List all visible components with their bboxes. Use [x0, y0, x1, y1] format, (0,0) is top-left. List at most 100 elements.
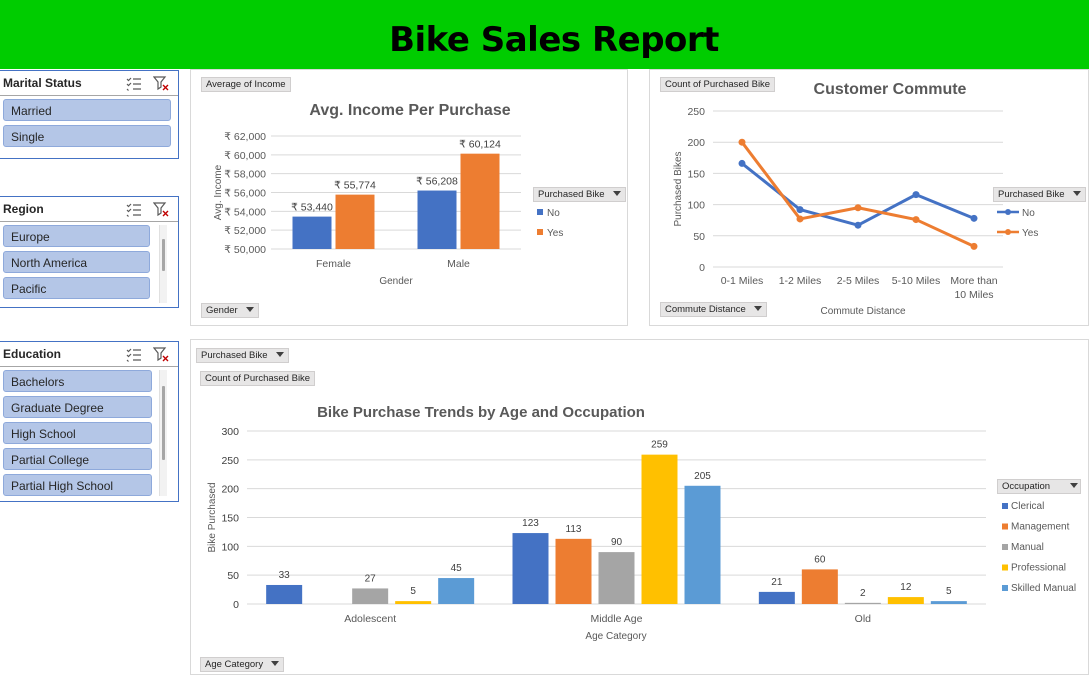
filter-field-button[interactable]: Purchased Bike	[196, 348, 289, 363]
slicer-item-europe[interactable]: Europe	[3, 225, 150, 247]
data-label: 113	[566, 524, 582, 535]
y-tick-label: ₹ 50,000	[224, 244, 266, 256]
slicer-region: Region Europe North America Pacific	[0, 196, 179, 308]
legend-marker	[1002, 585, 1008, 591]
value-field-button[interactable]: Average of Income	[201, 77, 291, 92]
scrollbar-thumb[interactable]	[162, 239, 165, 271]
multi-select-icon[interactable]	[126, 76, 142, 91]
legend-marker	[1005, 229, 1011, 235]
bar-manual	[598, 552, 635, 604]
legend-label: Yes	[547, 228, 563, 239]
axis-field-button[interactable]: Age Category	[200, 657, 285, 672]
data-label: 259	[651, 440, 668, 451]
bar-skilled-manual	[930, 601, 967, 604]
bar-clerical	[266, 584, 303, 604]
slicer-item-single[interactable]: Single	[3, 125, 171, 147]
slicer-item-north-america[interactable]: North America	[3, 251, 150, 273]
bar-yes	[335, 194, 375, 249]
y-axis-title: Bike Purchased	[207, 482, 218, 552]
slicer-item-bachelors[interactable]: Bachelors	[3, 370, 152, 392]
data-point	[796, 206, 804, 214]
clear-filter-icon[interactable]	[153, 76, 169, 91]
data-point	[738, 138, 746, 146]
filter-field-label: Purchased Bike	[201, 350, 268, 361]
slicer-scrollbar[interactable]	[159, 225, 167, 303]
y-tick-label: 50	[693, 231, 705, 243]
y-tick-label: ₹ 58,000	[224, 169, 266, 181]
data-label: 123	[522, 518, 539, 529]
data-label: 5	[410, 586, 416, 597]
legend-label: Management	[1011, 522, 1070, 533]
legend-field-button[interactable]: Occupation	[997, 479, 1081, 494]
legend-marker	[537, 209, 543, 215]
bar-professional	[887, 597, 924, 604]
y-tick-label: ₹ 52,000	[224, 225, 266, 237]
x-tick-label: Middle Age	[591, 613, 643, 625]
dropdown-arrow-icon	[1070, 483, 1079, 488]
bar-clerical	[758, 591, 795, 604]
legend-field-button[interactable]: Purchased Bike	[993, 187, 1086, 202]
slicer-title: Region	[3, 202, 44, 216]
slicer-scrollbar[interactable]	[159, 370, 167, 496]
clear-filter-icon[interactable]	[153, 202, 169, 217]
data-label: ₹ 56,208	[416, 176, 458, 188]
clear-filter-icon[interactable]	[153, 347, 169, 362]
bar-professional	[395, 601, 432, 604]
bar-yes	[460, 153, 500, 249]
bar-professional	[641, 454, 678, 604]
slicer-item-married[interactable]: Married	[3, 99, 171, 121]
multi-select-icon[interactable]	[126, 347, 142, 362]
x-tick-label: Female	[316, 258, 351, 270]
axis-field-button[interactable]: Gender	[201, 303, 259, 318]
data-label: 27	[365, 573, 377, 584]
y-axis-title: Avg. Income	[213, 164, 224, 220]
slicer-item-pacific[interactable]: Pacific	[3, 277, 150, 299]
legend-marker	[1002, 503, 1008, 509]
multi-select-icon[interactable]	[126, 202, 142, 217]
legend-marker	[537, 229, 543, 235]
y-tick-label: 250	[221, 455, 239, 467]
x-tick-label: 1-2 Miles	[779, 275, 822, 287]
series-line-yes	[740, 141, 975, 248]
data-point	[970, 242, 978, 250]
data-label: 60	[814, 554, 826, 565]
slicer-title: Marital Status	[3, 76, 82, 90]
value-field-button[interactable]: Count of Purchased Bike	[660, 77, 776, 92]
dropdown-arrow-icon	[245, 307, 254, 312]
slicer-item-partial-college[interactable]: Partial College	[3, 448, 152, 470]
data-label: 33	[279, 570, 291, 581]
series-line-no	[741, 162, 975, 227]
x-axis-title: Commute Distance	[820, 306, 905, 317]
slicer-item-partial-high-school[interactable]: Partial High School	[3, 474, 152, 496]
value-field-button[interactable]: Count of Purchased Bike	[200, 371, 316, 386]
data-point	[796, 215, 804, 223]
commute-chart-panel: Customer Commute 0 50 100 150 200 250 Purchased…	[649, 69, 1089, 326]
axis-field-button[interactable]: Commute Distance	[660, 302, 767, 317]
scrollbar-thumb[interactable]	[162, 386, 165, 460]
age-occupation-chart-panel: Bike Purchase Trends by Age and Occupati…	[190, 339, 1089, 675]
bar-no	[292, 216, 332, 249]
data-point	[912, 191, 920, 199]
y-tick-label: ₹ 56,000	[224, 188, 266, 200]
title-banner: Bike Sales Report	[0, 0, 1089, 69]
legend-marker	[1002, 523, 1008, 530]
slicer-item-high-school[interactable]: High School	[3, 422, 152, 444]
bar-management	[555, 538, 592, 604]
data-point	[970, 214, 978, 222]
y-tick-label: 200	[687, 137, 705, 149]
y-tick-label: 0	[233, 599, 239, 611]
bar-management	[801, 569, 838, 604]
slicer-item-graduate-degree[interactable]: Graduate Degree	[3, 396, 152, 418]
legend-label: Clerical	[1011, 501, 1044, 512]
y-tick-label: 100	[221, 541, 239, 553]
age-occupation-chart: Bike Purchase Trends by Age and Occupati…	[207, 404, 1076, 642]
data-label: 205	[694, 471, 711, 482]
x-tick-label: Old	[855, 613, 872, 625]
x-axis-title: Age Category	[585, 631, 646, 642]
data-label: 12	[900, 582, 912, 593]
legend-field-button[interactable]: Purchased Bike	[533, 187, 626, 202]
chart-title: Avg. Income Per Purchase	[309, 102, 510, 119]
bar-no	[417, 190, 457, 249]
slicer-education: Education Bachelors Graduate Degree High…	[0, 341, 179, 502]
